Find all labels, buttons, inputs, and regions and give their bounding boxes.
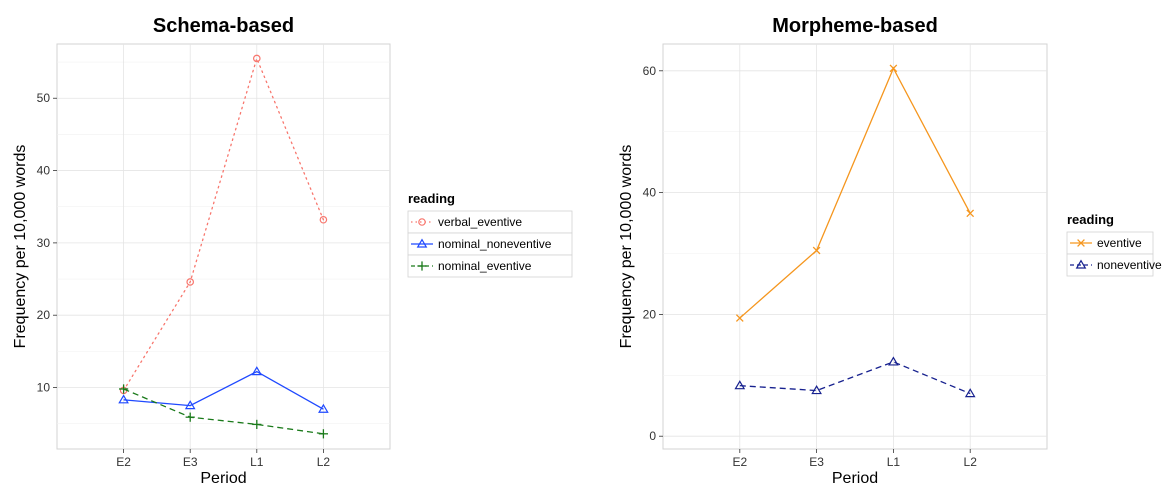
chart-1-point-nominal_noneventive-L1 <box>251 366 263 376</box>
chart-1-legend-key-box-nominal_eventive <box>407 254 573 278</box>
chart-1-point-nominal_noneventive-E2-shape <box>118 394 129 404</box>
chart-2-point-noneventive-E3-shape <box>811 385 822 395</box>
chart-1-panel <box>56 43 391 450</box>
chart-1: 10 20 30 40 50 E2 E3 L1 L2 Schema-based Period Freq… <box>12 15 573 487</box>
chart-2-point-eventive-E3 <box>812 246 821 255</box>
chart-1-point-verbal_eventive-E3 <box>186 278 195 286</box>
chart-1-x-tick-label-2: L1 <box>250 455 264 469</box>
chart-1-legend: reading verbal_eventive nominal_noneventiv… <box>407 191 573 278</box>
chart-1-y-tick-label-0: 10 <box>37 381 51 395</box>
chart-2-point-noneventive-L1 <box>888 356 899 366</box>
chart-1-y-tick-label-3: 40 <box>37 164 51 178</box>
chart-1-point-nominal_eventive-E3 <box>185 412 195 422</box>
chart-1-point-nominal_noneventive-L1-shape <box>251 366 263 376</box>
chart-2-point-noneventive-E2-shape <box>734 380 746 390</box>
chart-1-point-nominal_eventive-L1 <box>252 419 262 430</box>
chart-1-y-tick-label-1: 20 <box>37 308 51 322</box>
chart-1-series-line-nominal_noneventive <box>123 370 324 410</box>
chart-1-point-nominal_noneventive-L2 <box>318 403 329 413</box>
chart-2-point-eventive-L2-b <box>966 209 975 218</box>
chart-1-series-nominal_noneventive <box>118 366 329 413</box>
chart-1-legend-marker-nominal_noneventive-shape <box>416 238 428 248</box>
chart-2-point-noneventive-L1-shape <box>888 356 899 366</box>
chart-2-legend-marker-eventive <box>1077 239 1085 247</box>
chart-2-y-tick-label-2: 40 <box>643 186 657 200</box>
chart-2-legend-marker-noneventive <box>1075 259 1087 269</box>
chart-2-y-tick-label-3: 60 <box>643 64 657 78</box>
chart-2-x-tick-label-0: E2 <box>732 455 747 469</box>
chart-2-series-eventive <box>735 64 975 322</box>
chart-1-x-tick-label-0: E2 <box>116 455 131 469</box>
chart-2-legend: reading eventive noneventive <box>1066 212 1162 277</box>
chart-1-legend-title: reading <box>408 191 455 206</box>
chart-2-x-axis-label: Period <box>832 470 878 487</box>
chart-2-point-noneventive-L2-shape <box>964 388 976 398</box>
chart-1-point-nominal_noneventive-E2 <box>118 394 129 404</box>
chart-1-point-nominal_eventive-E2 <box>119 384 129 394</box>
chart-1-point-verbal_eventive-E3-shape <box>186 278 195 286</box>
chart-2-y-axis-label: Frequency per 10,000 words <box>618 145 635 349</box>
chart-1-legend-label-nominal_eventive: nominal_eventive <box>438 259 532 273</box>
chart-1-x-tick-label-1: E3 <box>183 455 198 469</box>
chart-2-point-eventive-E3-b <box>812 246 821 255</box>
chart-1-point-verbal_eventive-L1 <box>252 54 261 63</box>
chart-1-point-nominal_noneventive-E3-shape <box>184 400 196 410</box>
chart-2: 0 20 40 60 E2 E3 L1 L2 Morpheme-based Period Frequ… <box>618 15 1162 487</box>
chart-1-point-nominal_eventive-L2 <box>318 429 328 439</box>
chart-2-series-line-eventive <box>739 66 971 319</box>
chart-2-point-eventive-L1 <box>889 64 898 73</box>
chart-2-point-eventive-E2 <box>735 314 744 322</box>
chart-1-legend-marker-nominal_eventive <box>417 261 427 271</box>
chart-2-point-noneventive-E3 <box>811 385 822 395</box>
chart-1-point-verbal_eventive-L1-shape <box>252 54 261 63</box>
chart-2-legend-label-noneventive: noneventive <box>1097 258 1162 272</box>
chart-2-panel <box>662 43 1048 450</box>
chart-2-series-noneventive <box>734 356 976 398</box>
chart-1-y-tick-label-2: 30 <box>37 236 51 250</box>
chart-2-point-eventive-L1-b <box>889 64 898 73</box>
chart-1-legend-marker-verbal_eventive <box>418 218 426 226</box>
chart-1-x-tick-label-3: L2 <box>317 455 331 469</box>
chart-1-title: Schema-based <box>153 15 294 37</box>
chart-2-legend-title: reading <box>1067 212 1114 227</box>
chart-2-title: Morpheme-based <box>772 15 938 37</box>
chart-2-point-noneventive-L2 <box>964 388 976 398</box>
chart-2-point-eventive-E2-b <box>735 314 744 322</box>
chart-2-y-tick-label-1: 20 <box>643 307 657 321</box>
chart-1-series-line-nominal_eventive <box>123 388 324 435</box>
chart-2-legend-marker-eventive-b <box>1077 239 1085 247</box>
chart-1-legend-marker-verbal_eventive-shape <box>418 218 426 226</box>
chart-2-series-line-noneventive <box>739 361 971 395</box>
chart-1-legend-label-nominal_noneventive: nominal_noneventive <box>438 237 552 251</box>
chart-2-point-noneventive-E2 <box>734 380 746 390</box>
chart-1-point-verbal_eventive-L2-shape <box>319 215 328 224</box>
chart-1-point-verbal_eventive-L2 <box>319 215 328 224</box>
chart-2-legend-key-box-noneventive <box>1066 253 1154 277</box>
chart-2-x-tick-label-3: L2 <box>964 455 978 469</box>
chart-1-point-nominal_noneventive-E3 <box>184 400 196 410</box>
chart-1-point-nominal_noneventive-L2-shape <box>318 403 329 413</box>
chart-2-legend-marker-noneventive-shape <box>1075 259 1087 269</box>
chart-1-x-axis-label: Period <box>200 470 246 487</box>
chart-1-legend-marker-nominal_noneventive <box>416 238 428 248</box>
chart-1-series-line-verbal_eventive <box>122 56 325 392</box>
chart-2-point-eventive-L2 <box>966 209 975 218</box>
chart-1-y-axis-label: Frequency per 10,000 words <box>12 145 29 349</box>
chart-2-legend-label-eventive: eventive <box>1097 236 1142 250</box>
chart-2-x-tick-label-1: E3 <box>809 455 824 469</box>
chart-2-y-tick-label-0: 0 <box>649 429 656 443</box>
chart-1-series-nominal_eventive <box>119 384 328 439</box>
chart-2-x-tick-label-2: L1 <box>887 455 901 469</box>
chart-1-y-tick-label-4: 50 <box>37 91 51 105</box>
chart-1-legend-label-verbal_eventive: verbal_eventive <box>438 215 522 229</box>
